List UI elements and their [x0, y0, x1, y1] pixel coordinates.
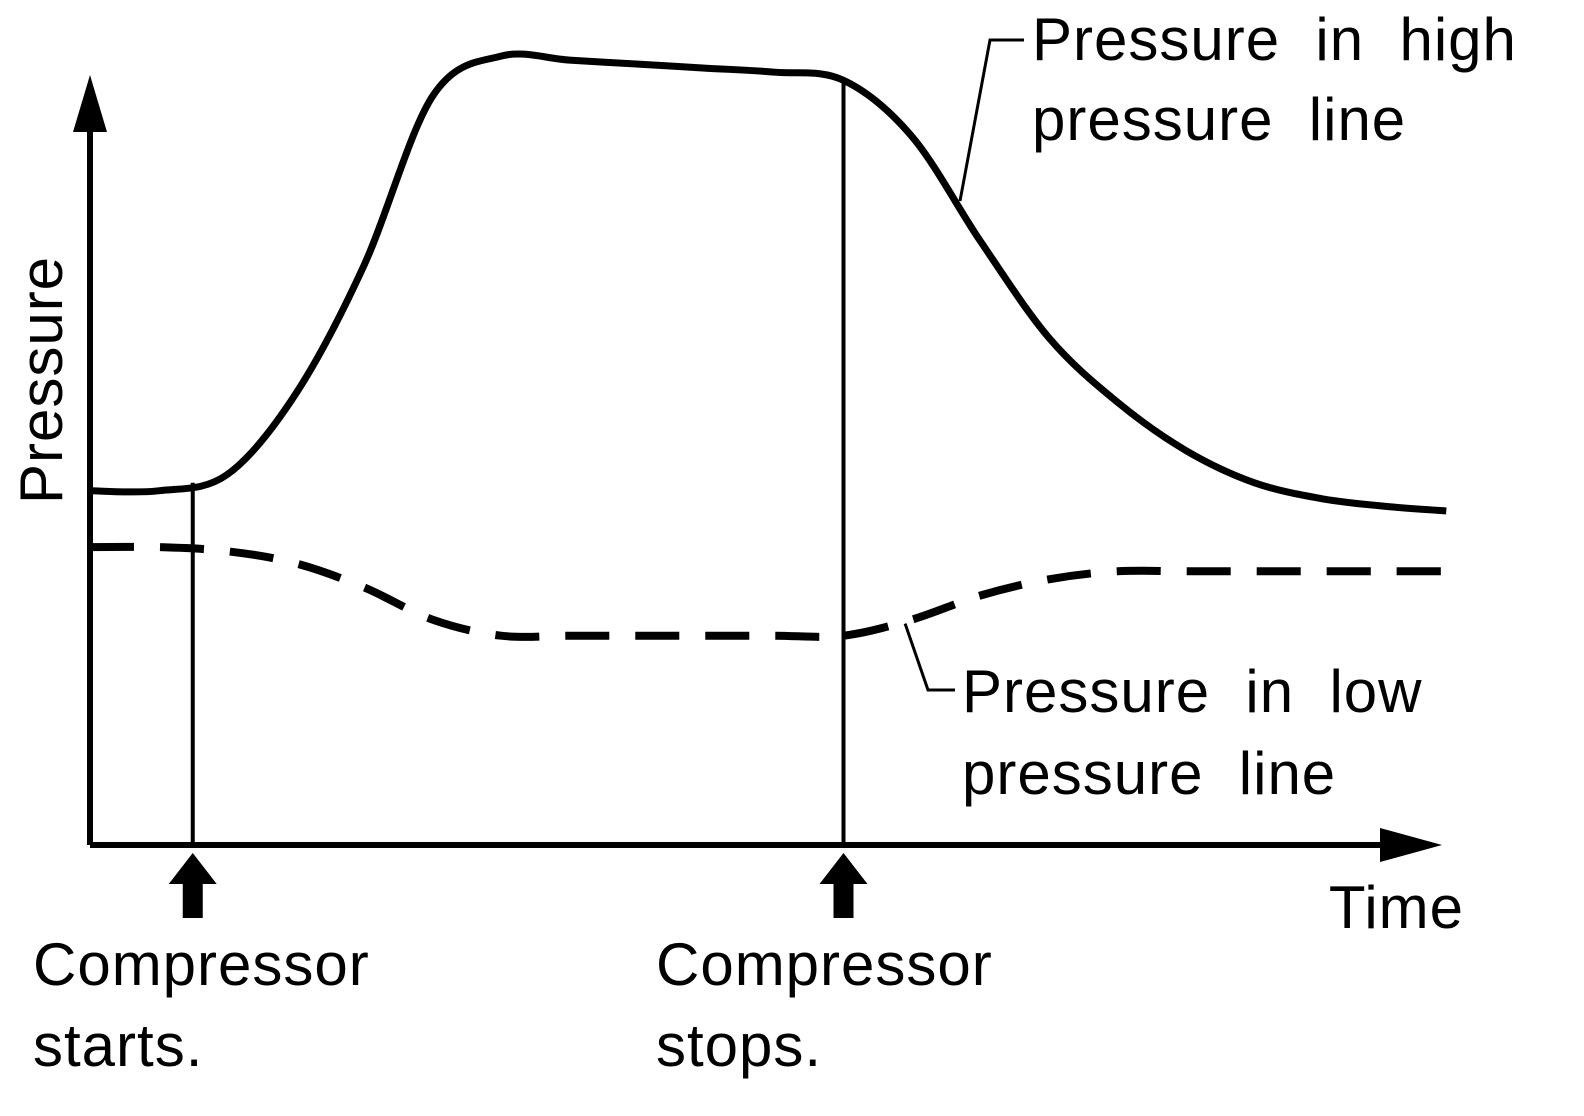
event-stop-label-line2: stops.: [656, 1012, 822, 1079]
series-line-low-pressure: [89, 542, 1447, 641]
event-stop-arrow: [819, 853, 868, 918]
high-pressure-annotation-line2: pressure line: [1032, 86, 1406, 153]
low-pressure-annotation-line2: pressure line: [962, 740, 1336, 807]
event-start-arrow: [168, 853, 217, 918]
x-axis-arrow: [1380, 828, 1442, 862]
high-pressure-leader: [958, 38, 1024, 202]
y-axis-arrow: [73, 75, 107, 132]
event-start-label-line1: Compressor: [33, 931, 370, 998]
x-axis-label: Time: [1329, 874, 1464, 941]
plot-layer: [73, 38, 1447, 918]
high-pressure-annotation-line1: Pressure in high: [1032, 6, 1517, 73]
label-layer: Pressure Time Compressor starts. Compres…: [8, 6, 1517, 1079]
event-start-label-line2: starts.: [33, 1012, 203, 1079]
low-pressure-leader: [903, 623, 955, 692]
low-pressure-annotation-line1: Pressure in low: [962, 658, 1423, 725]
event-stop-label-line1: Compressor: [656, 931, 993, 998]
y-axis-label: Pressure: [8, 256, 75, 504]
series-line-high-pressure: [89, 50, 1447, 515]
